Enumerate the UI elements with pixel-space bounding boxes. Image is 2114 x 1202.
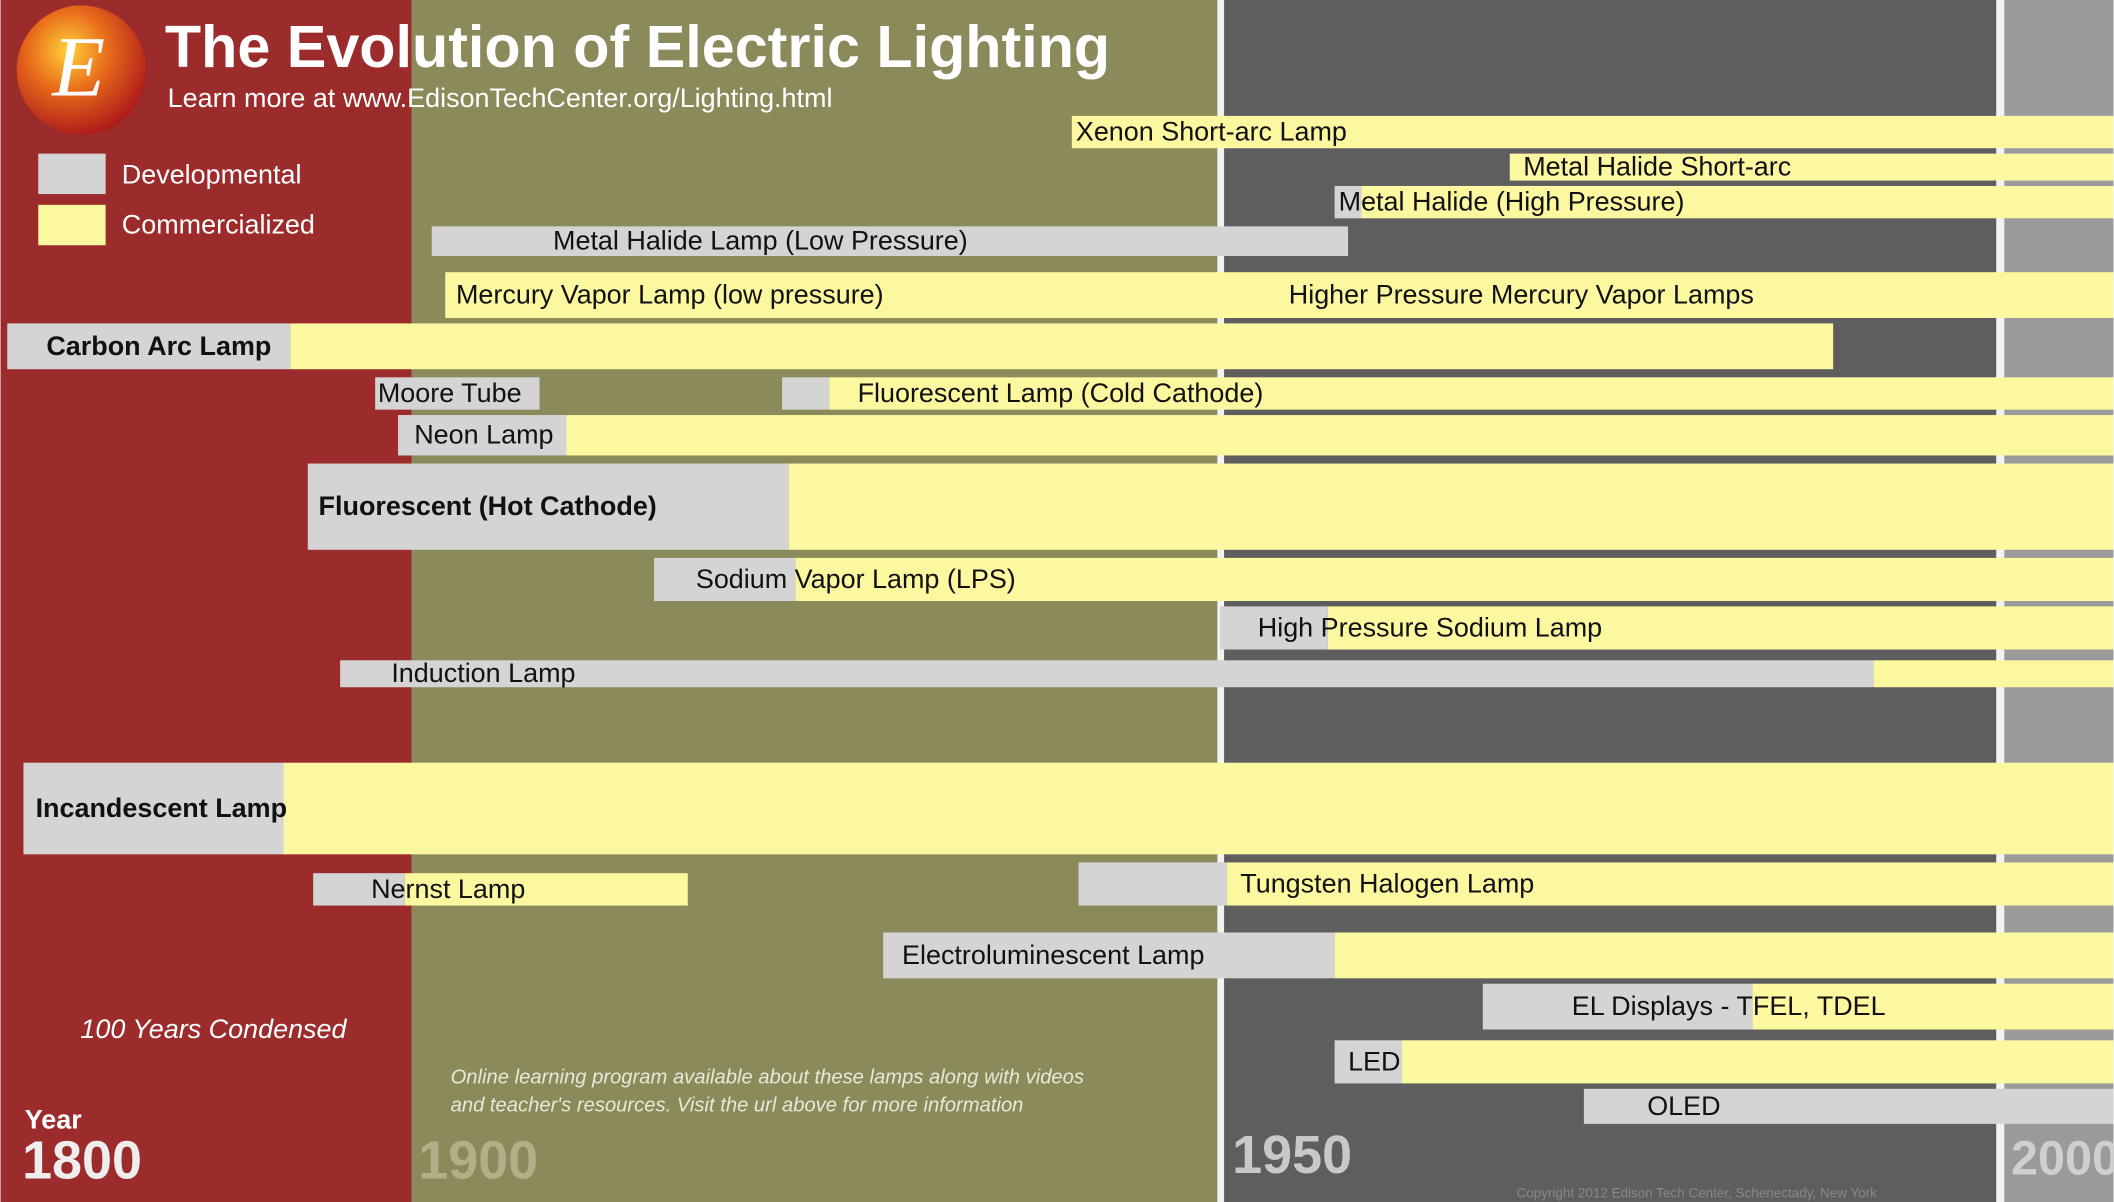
era-label: 1800 <box>22 1131 142 1191</box>
lamp-label: Induction Lamp <box>391 658 575 688</box>
legend-swatch <box>38 154 105 194</box>
commercial-bar <box>290 323 1833 369</box>
lamp-label: EL Displays - TFEL, TDEL <box>1572 991 1886 1021</box>
developmental-bar <box>1079 862 1227 905</box>
lamp-label: Fluorescent (Hot Cathode) <box>319 491 657 521</box>
lamp-label: LED <box>1348 1046 1400 1076</box>
lamp-label: Carbon Arc Lamp <box>46 331 271 361</box>
lamp-label: OLED <box>1647 1091 1720 1121</box>
legend-label: Developmental <box>122 160 302 190</box>
logo-letter: E <box>50 18 105 114</box>
lamp-label: Incandescent Lamp <box>36 793 288 823</box>
commercial-bar <box>284 763 2114 855</box>
era-label: 1950 <box>1232 1125 1352 1185</box>
commercial-bar <box>1402 1040 2113 1083</box>
lamp-label: Tungsten Halogen Lamp <box>1240 868 1534 898</box>
copyright: Copyright 2012 Edison Tech Center, Schen… <box>1517 1185 1878 1200</box>
commercial-bar <box>789 464 2114 550</box>
note: and teacher's resources. Visit the url a… <box>451 1095 1024 1117</box>
lamp-label: Fluorescent Lamp (Cold Cathode) <box>858 378 1264 408</box>
lamp-label: Sodium Vapor Lamp (LPS) <box>696 564 1016 594</box>
lamp-label: Metal Halide Short-arc <box>1523 152 1791 182</box>
lamp-label: Electroluminescent Lamp <box>902 940 1204 970</box>
commercial-bar <box>566 415 2113 455</box>
title: The Evolution of Electric Lighting <box>165 13 1110 80</box>
legend-swatch <box>38 205 105 245</box>
lamp-label: Higher Pressure Mercury Vapor Lamps <box>1289 280 1754 310</box>
lamp-label: Moore Tube <box>378 378 522 408</box>
lamp-label: Metal Halide Lamp (Low Pressure) <box>553 226 968 256</box>
lamp-label: Mercury Vapor Lamp (low pressure) <box>456 280 884 310</box>
note: 100 Years Condensed <box>80 1014 347 1044</box>
note: Online learning program available about … <box>451 1066 1084 1088</box>
era-label: 1900 <box>418 1131 538 1191</box>
commercial-bar <box>1335 932 2114 978</box>
subtitle: Learn more at www.EdisonTechCenter.org/L… <box>168 83 833 113</box>
era-label: 2000 <box>2011 1131 2114 1185</box>
legend-label: Commercialized <box>122 210 315 240</box>
lamp-label: Metal Halide (High Pressure) <box>1339 187 1685 217</box>
lamp-label: High Pressure Sodium Lamp <box>1258 612 1602 642</box>
lamp-label: Neon Lamp <box>414 420 553 450</box>
infographic: E The Evolution of Electric Lighting Lea… <box>0 0 2114 1202</box>
developmental-bar <box>782 377 829 409</box>
lamp-label: Xenon Short-arc Lamp <box>1076 117 1347 147</box>
commercial-bar <box>1874 660 2114 687</box>
lamp-label: Nernst Lamp <box>371 874 525 904</box>
